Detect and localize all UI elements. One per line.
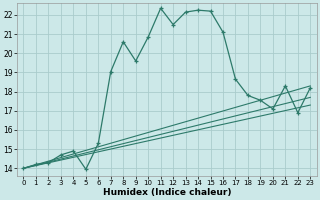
X-axis label: Humidex (Indice chaleur): Humidex (Indice chaleur) <box>103 188 231 197</box>
